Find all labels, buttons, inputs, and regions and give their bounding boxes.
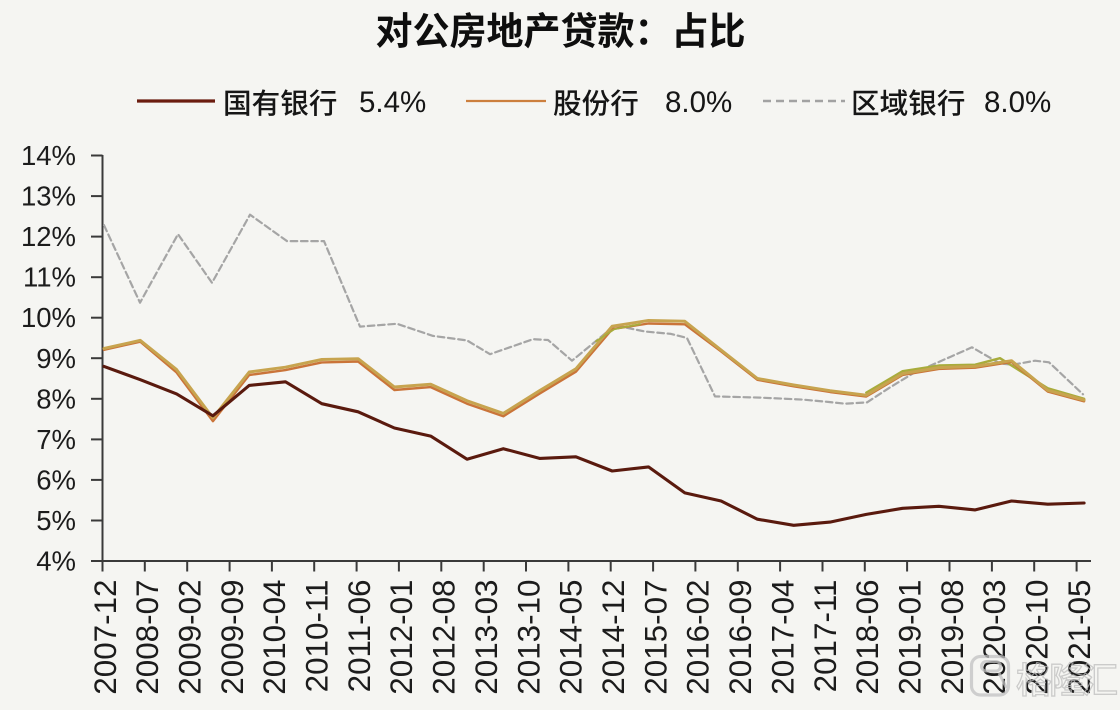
svg-text:2016-02: 2016-02 (681, 580, 716, 695)
svg-text:11%: 11% (23, 262, 76, 293)
svg-text:13%: 13% (21, 181, 76, 212)
svg-text:2021-05: 2021-05 (1062, 580, 1097, 695)
svg-text:8.0%: 8.0% (984, 86, 1051, 119)
svg-text:2016-09: 2016-09 (723, 580, 758, 695)
svg-text:4%: 4% (36, 546, 76, 577)
svg-text:2007-12: 2007-12 (88, 580, 123, 695)
svg-text:2010-11: 2010-11 (300, 580, 335, 693)
svg-text:2013-10: 2013-10 (511, 580, 546, 695)
svg-text:2013-03: 2013-03 (469, 580, 504, 695)
svg-text:2017-11: 2017-11 (808, 580, 843, 693)
svg-text:2020-03: 2020-03 (977, 580, 1012, 695)
svg-text:7%: 7% (36, 424, 76, 455)
svg-text:6%: 6% (36, 464, 76, 495)
svg-text:12%: 12% (21, 221, 76, 252)
svg-text:14%: 14% (21, 140, 76, 171)
svg-text:2014-05: 2014-05 (554, 580, 589, 695)
svg-text:2017-04: 2017-04 (765, 580, 800, 695)
svg-text:2015-07: 2015-07 (638, 580, 673, 695)
svg-text:9%: 9% (36, 343, 76, 374)
svg-text:10%: 10% (21, 302, 76, 333)
svg-text:2018-06: 2018-06 (850, 580, 885, 695)
svg-text:2012-08: 2012-08 (427, 580, 462, 695)
svg-text:2009-09: 2009-09 (215, 580, 250, 695)
svg-text:8.0%: 8.0% (665, 86, 732, 119)
svg-text:5.4%: 5.4% (359, 86, 426, 119)
svg-text:2014-12: 2014-12 (596, 580, 631, 695)
svg-text:2008-07: 2008-07 (130, 580, 165, 695)
svg-text:2011-06: 2011-06 (342, 580, 377, 693)
svg-text:8%: 8% (36, 383, 76, 414)
svg-text:2012-01: 2012-01 (384, 580, 419, 695)
svg-text:2010-04: 2010-04 (257, 580, 292, 695)
svg-text:2019-08: 2019-08 (935, 580, 970, 695)
svg-text:2009-02: 2009-02 (173, 580, 208, 695)
svg-text:2019-01: 2019-01 (892, 580, 927, 695)
svg-text:5%: 5% (36, 505, 76, 536)
